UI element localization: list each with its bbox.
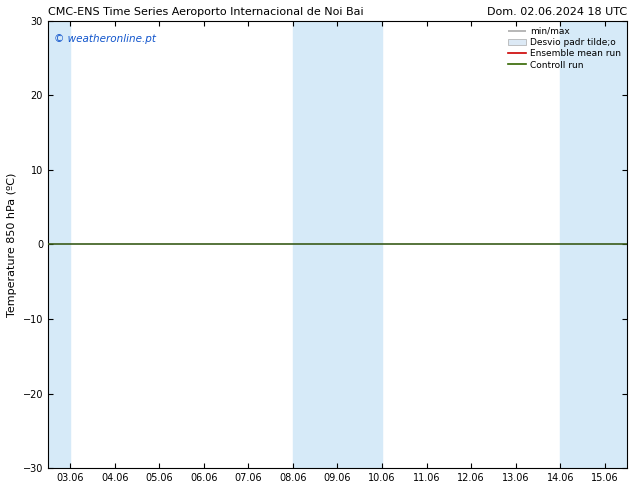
Text: © weatheronline.pt: © weatheronline.pt bbox=[54, 34, 156, 44]
Text: CMC-ENS Time Series Aeroporto Internacional de Noi Bai: CMC-ENS Time Series Aeroporto Internacio… bbox=[48, 7, 363, 17]
Bar bbox=[560, 21, 627, 468]
Legend: min/max, Desvio padr tilde;o, Ensemble mean run, Controll run: min/max, Desvio padr tilde;o, Ensemble m… bbox=[507, 25, 623, 72]
Bar bbox=[293, 21, 382, 468]
Bar bbox=[48, 21, 70, 468]
Y-axis label: Temperature 850 hPa (ºC): Temperature 850 hPa (ºC) bbox=[7, 172, 17, 317]
Text: Dom. 02.06.2024 18 UTC: Dom. 02.06.2024 18 UTC bbox=[487, 7, 627, 17]
